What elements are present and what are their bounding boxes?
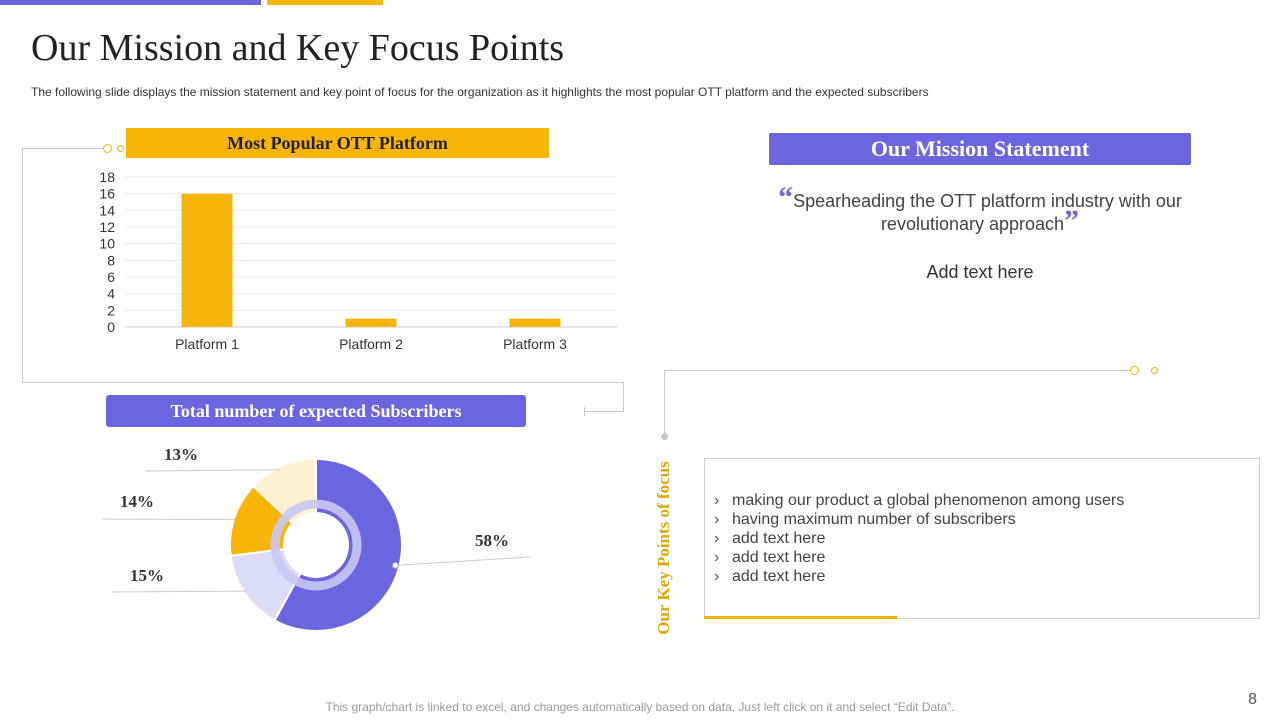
mission-quote-text: Spearheading the OTT platform industry w… [793,191,1182,234]
bar [345,318,397,327]
list-item[interactable]: › add text here [714,548,1124,567]
y-tick-label: 0 [107,319,115,335]
frame-line [584,411,624,412]
donut-label-58: 58% [475,531,509,550]
x-tick-label: Platform 3 [503,336,567,352]
focus-list: › making our product a global phenomenon … [714,491,1124,586]
y-tick-label: 10 [99,236,115,252]
frame-line [22,148,23,383]
page-number: 8 [1248,691,1257,708]
connector-ring-icon [103,144,112,153]
close-quote-icon: ” [1064,204,1080,237]
bar-chart-heading: Most Popular OTT Platform [126,128,549,158]
y-tick-label: 14 [99,202,115,218]
frame-line [584,407,585,416]
page-title: Our Mission and Key Focus Points [31,27,565,69]
focus-vertical-label: Our Key Points of focus [654,461,673,635]
mission-quote: “Spearheading the OTT platform industry … [770,183,1190,237]
donut-label-14: 14% [120,492,154,511]
connector-ring-icon [1151,367,1158,374]
mission-heading: Our Mission Statement [769,133,1191,165]
focus-box [704,458,1260,619]
x-tick-label: Platform 1 [175,336,239,352]
open-quote-icon: “ [778,181,794,214]
frame-line [623,382,624,412]
x-tick-label: Platform 2 [339,336,403,352]
chevron-right-icon: › [714,511,720,528]
list-item-text: add text here [732,549,826,566]
frame-line [22,148,104,149]
list-item[interactable]: › add text here [714,529,1124,548]
y-tick-label: 2 [107,302,115,318]
focus-underline [704,616,897,619]
list-item-text: having maximum number of subscribers [732,511,1016,528]
chevron-right-icon: › [714,568,720,585]
top-accent-bar-yellow [267,0,383,5]
y-tick-label: 18 [99,169,115,185]
top-accent-bar-purple [0,0,261,5]
mission-add-text[interactable]: Add text here [926,262,1034,282]
donut-label-15: 15% [130,566,164,585]
frame-line [664,370,1132,371]
leader-dot [391,561,399,569]
chevron-right-icon: › [714,530,720,547]
donut-chart-heading: Total number of expected Subscribers [106,395,526,427]
donut-label-13: 13% [164,445,198,464]
leader-dot [234,516,242,524]
leader-line [395,556,531,566]
list-item-text: making our product a global phenomenon a… [732,492,1125,509]
y-tick-label: 4 [107,286,115,302]
list-item-text: add text here [732,530,826,547]
y-tick-label: 6 [107,269,115,285]
chevron-right-icon: › [714,549,720,566]
leader-dot [244,587,252,595]
y-tick-label: 8 [107,252,115,268]
list-item[interactable]: › add text here [714,567,1124,586]
leader-dot [279,466,287,474]
list-item[interactable]: › making our product a global phenomenon … [714,491,1124,510]
frame-line [664,370,665,436]
donut-inner-ring [270,499,362,591]
leader-line [144,469,284,472]
list-item[interactable]: › having maximum number of subscribers [714,510,1124,529]
connector-dot-icon [661,433,668,440]
leader-line [111,590,249,593]
list-item-text: add text here [732,568,826,585]
bar [509,318,561,327]
y-tick-label: 16 [99,186,115,202]
y-tick-label: 12 [99,219,115,235]
connector-ring-icon [1130,366,1139,375]
frame-line [22,382,624,383]
bar [181,193,233,327]
page-subtitle: The following slide displays the mission… [31,85,929,99]
chevron-right-icon: › [714,492,720,509]
donut-hole [284,513,348,577]
leader-line [101,518,239,521]
connector-ring-icon [117,145,124,152]
donut-chart[interactable] [90,440,550,660]
footnote: This graph/chart is linked to excel, and… [325,700,955,714]
